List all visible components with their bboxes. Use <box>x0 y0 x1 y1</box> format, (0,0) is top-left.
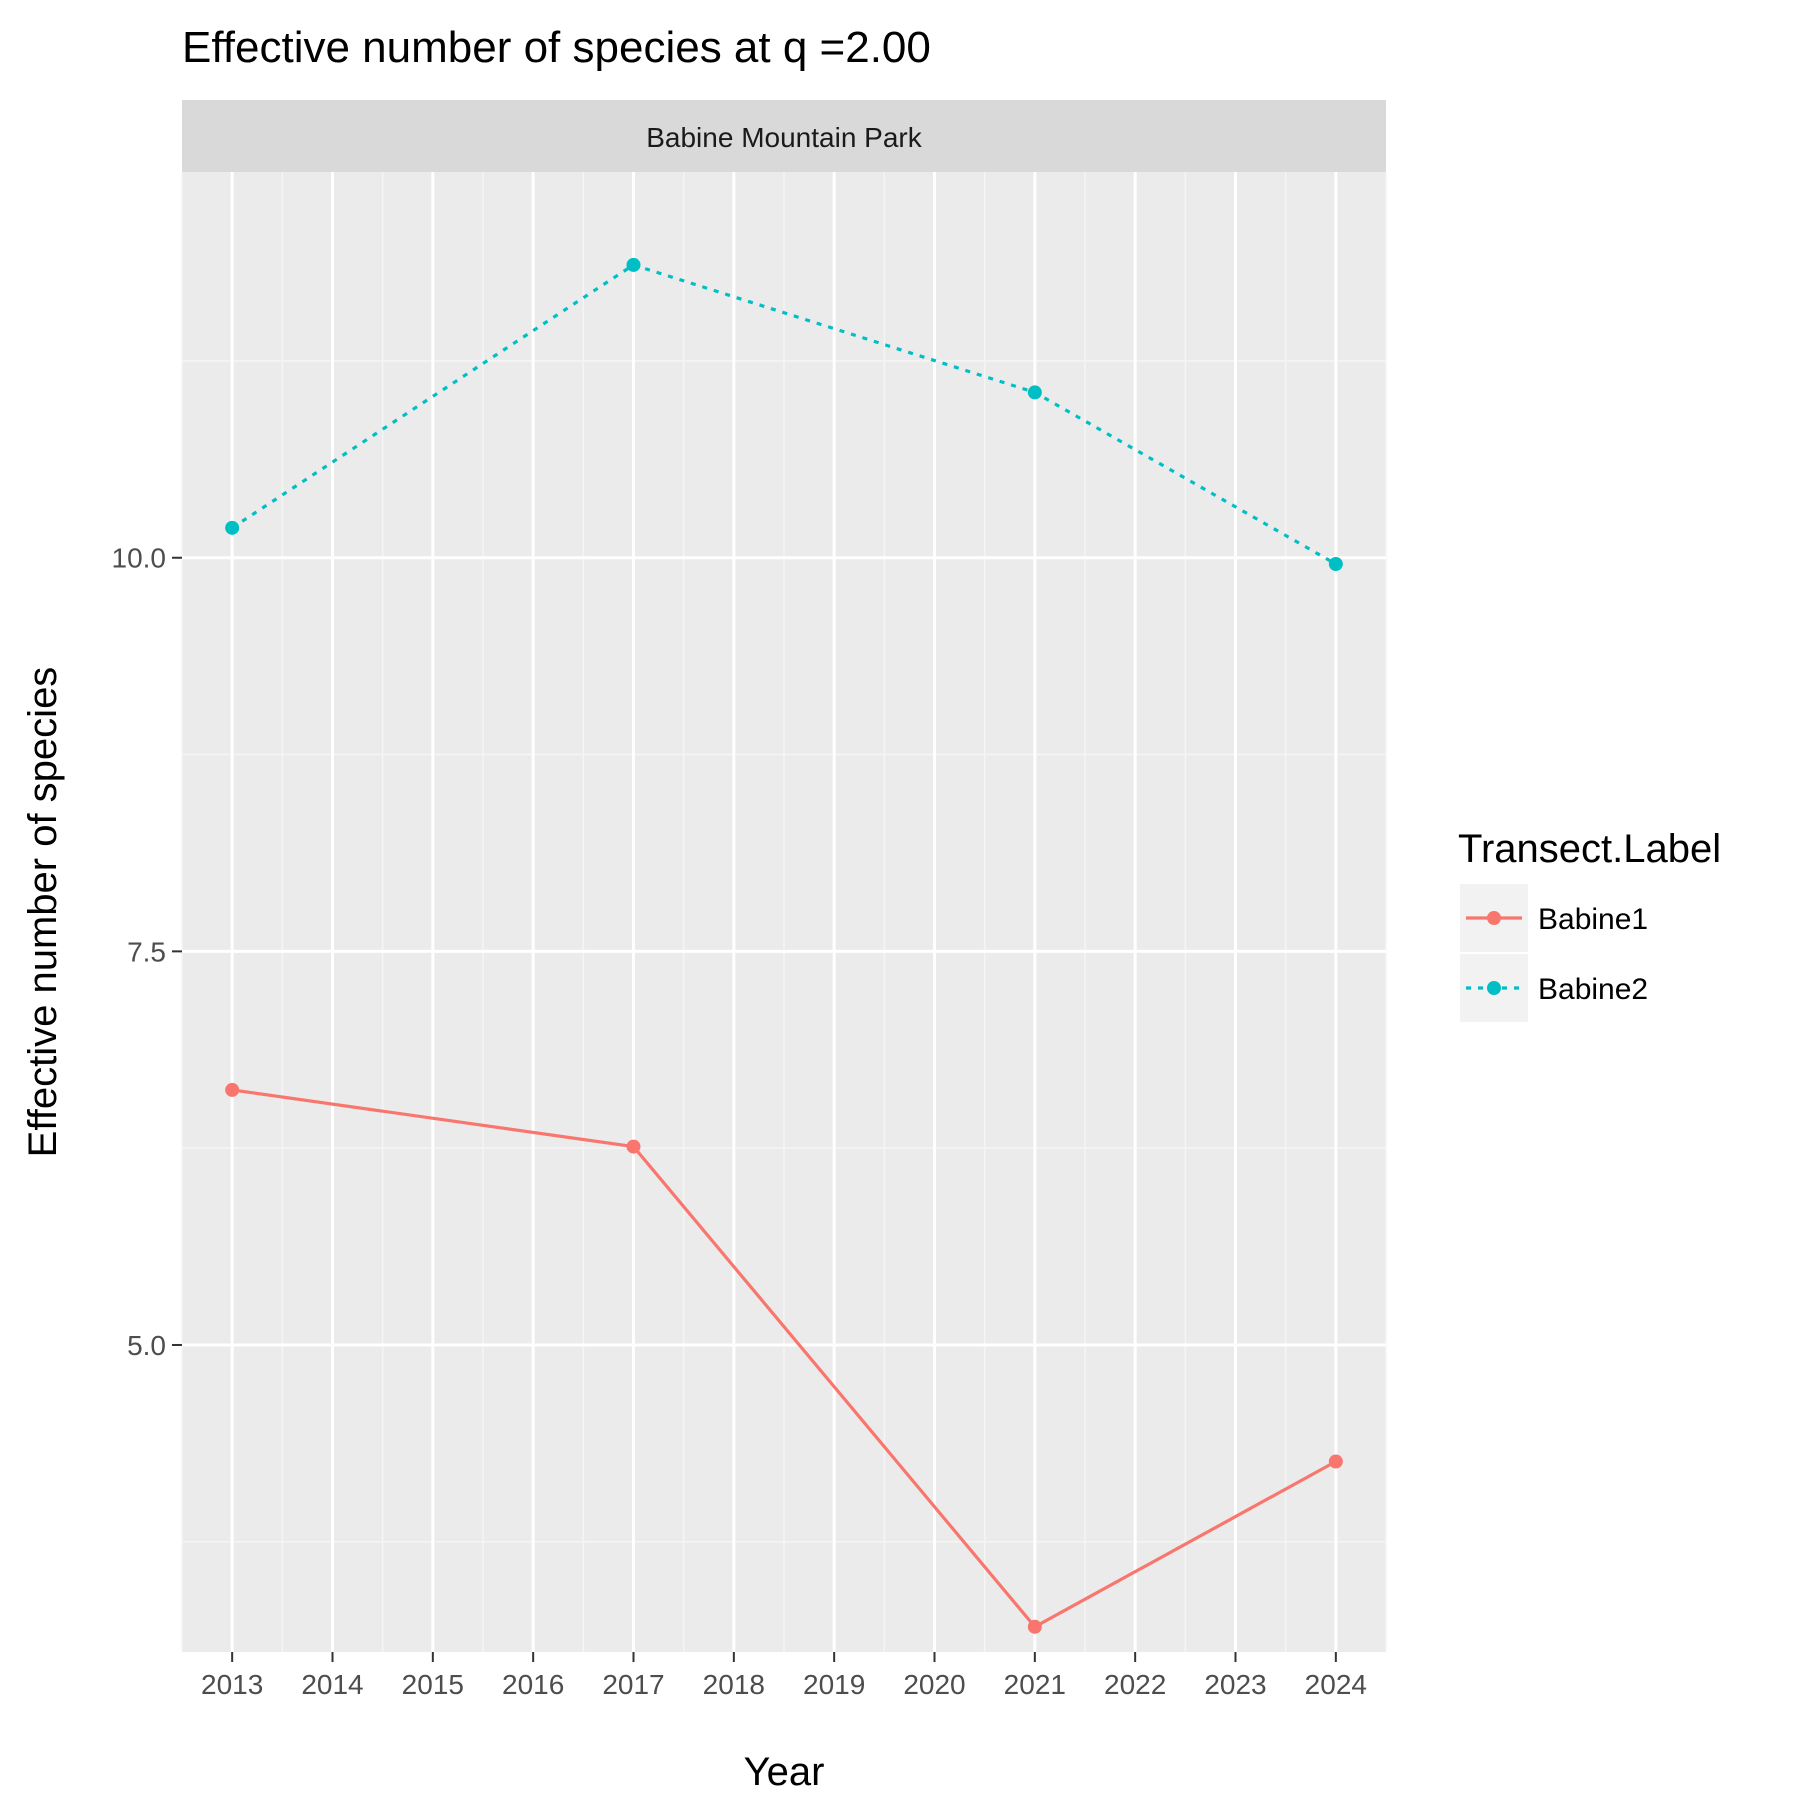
x-tick-label: 2017 <box>602 1669 664 1700</box>
x-axis: 2013 2014 2015 2016 2017 2018 2019 2020 2021 2022… <box>201 1652 1367 1700</box>
x-tick-label: 2023 <box>1204 1669 1266 1700</box>
chart-title: Effective number of species at q =2.00 <box>182 23 931 72</box>
y-axis: 5.0 7.5 10.0 <box>112 543 182 1361</box>
y-tick-label: 7.5 <box>127 936 166 967</box>
data-point-babine2 <box>626 257 641 272</box>
legend-marker-babine2 <box>1487 981 1501 995</box>
data-point-babine2 <box>225 520 240 535</box>
grid-minor <box>181 172 1387 1652</box>
x-tick-label: 2018 <box>703 1669 765 1700</box>
x-tick-label: 2014 <box>301 1669 363 1700</box>
data-point-babine1 <box>1027 1619 1042 1634</box>
legend-title: Transect.Label <box>1458 827 1721 871</box>
data-point-babine2 <box>1328 557 1343 572</box>
x-axis-label: Year <box>744 1750 825 1794</box>
x-tick-label: 2016 <box>502 1669 564 1700</box>
x-tick-label: 2021 <box>1004 1669 1066 1700</box>
series-layer <box>225 257 1343 1634</box>
y-axis-label: Effective number of species <box>21 667 65 1158</box>
legend-label-babine2: Babine2 <box>1538 973 1648 1006</box>
y-tick-label: 10.0 <box>112 543 167 574</box>
x-tick-label: 2015 <box>402 1669 464 1700</box>
legend-marker-babine1 <box>1487 911 1501 925</box>
data-point-babine1 <box>626 1139 641 1154</box>
facet-strip <box>182 100 1386 172</box>
data-point-babine2 <box>1027 385 1042 400</box>
facet-label: Babine Mountain Park <box>646 122 923 153</box>
grid-major <box>182 172 1386 1652</box>
legend: Transect.Label Babine1 Babine2 <box>1458 827 1721 1022</box>
x-tick-label: 2013 <box>201 1669 263 1700</box>
data-point-babine1 <box>1328 1454 1343 1469</box>
y-tick-label: 5.0 <box>127 1330 166 1361</box>
x-tick-label: 2022 <box>1104 1669 1166 1700</box>
legend-label-babine1: Babine1 <box>1538 903 1648 936</box>
series-line-babine1 <box>231 1088 1337 1629</box>
x-tick-label: 2020 <box>903 1669 965 1700</box>
x-tick-label: 2024 <box>1305 1669 1367 1700</box>
data-point-babine1 <box>225 1082 240 1097</box>
x-tick-label: 2019 <box>803 1669 865 1700</box>
